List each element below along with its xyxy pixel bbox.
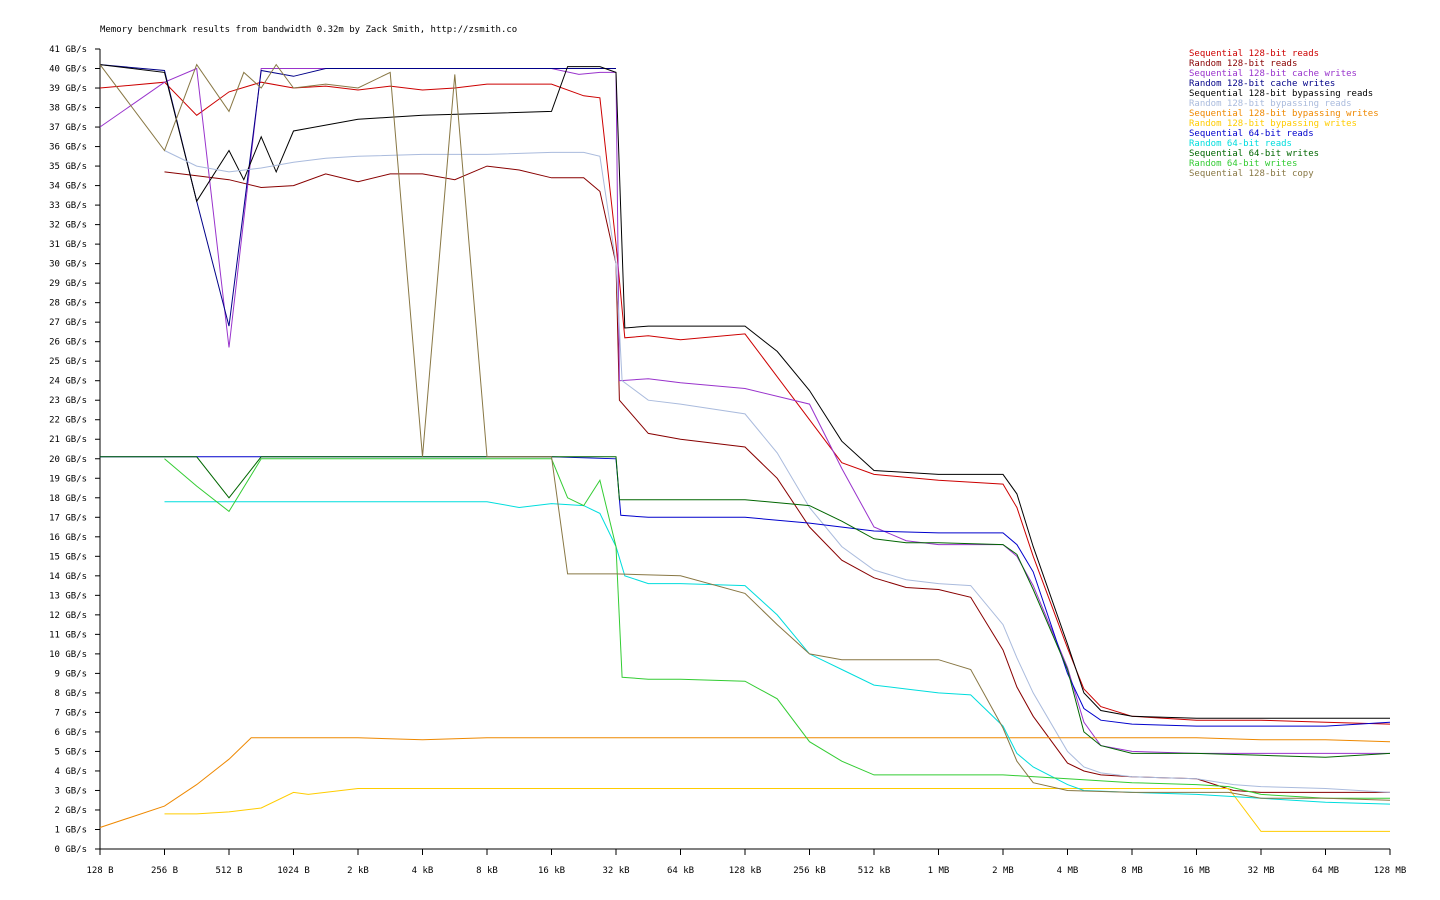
chart-title: Memory benchmark results from bandwidth … bbox=[100, 25, 517, 35]
series-line-3 bbox=[99, 64, 616, 327]
y-tick-label: 23 GB/s bbox=[49, 396, 87, 406]
y-tick-label: 31 GB/s bbox=[49, 240, 87, 250]
y-tick-label: 26 GB/s bbox=[49, 338, 87, 348]
y-tick-label: 29 GB/s bbox=[49, 279, 87, 289]
legend-entry: Sequential 64-bit reads bbox=[1189, 129, 1314, 139]
x-tick-label: 8 MB bbox=[1121, 866, 1143, 876]
legend-entry: Sequential 128-bit cache writes bbox=[1189, 69, 1357, 79]
y-tick-label: 36 GB/s bbox=[49, 143, 87, 153]
y-tick-label: 21 GB/s bbox=[49, 435, 87, 445]
y-tick-label: 15 GB/s bbox=[49, 552, 87, 562]
legend-entry: Random 64-bit writes bbox=[1189, 159, 1297, 169]
y-tick-label: 4 GB/s bbox=[54, 767, 87, 777]
x-tick-label: 64 kB bbox=[667, 866, 694, 876]
y-tick-label: 32 GB/s bbox=[49, 221, 87, 231]
legend-entry: Sequential 128-bit bypassing writes bbox=[1189, 109, 1379, 119]
series-line-0 bbox=[99, 81, 1391, 725]
x-tick-label: 16 kB bbox=[538, 866, 565, 876]
x-tick-label: 512 B bbox=[215, 866, 242, 876]
y-tick-label: 19 GB/s bbox=[49, 474, 87, 484]
x-tick-label: 2 kB bbox=[347, 866, 369, 876]
series-line-10 bbox=[100, 456, 1391, 758]
legend-entry: Random 128-bit reads bbox=[1189, 59, 1297, 69]
y-tick-label: 13 GB/s bbox=[49, 591, 87, 601]
x-tick-label: 32 kB bbox=[602, 866, 629, 876]
y-tick-label: 10 GB/s bbox=[49, 650, 87, 660]
y-tick-label: 33 GB/s bbox=[49, 201, 87, 211]
y-tick-label: 20 GB/s bbox=[49, 455, 87, 465]
legend-entry: Sequential 128-bit bypassing reads bbox=[1189, 89, 1373, 99]
x-tick-label: 64 MB bbox=[1312, 866, 1339, 876]
x-tick-label: 4 kB bbox=[412, 866, 434, 876]
y-tick-label: 37 GB/s bbox=[49, 123, 87, 133]
y-tick-label: 22 GB/s bbox=[49, 416, 87, 426]
y-tick-label: 3 GB/s bbox=[54, 786, 87, 796]
y-tick-label: 28 GB/s bbox=[49, 299, 87, 309]
legend-entry: Random 128-bit bypassing writes bbox=[1189, 119, 1357, 129]
x-tick-label: 128 MB bbox=[1374, 866, 1407, 876]
series-line-9 bbox=[164, 501, 1391, 805]
y-tick-label: 39 GB/s bbox=[49, 84, 87, 94]
y-tick-label: 24 GB/s bbox=[49, 377, 87, 387]
y-tick-label: 16 GB/s bbox=[49, 533, 87, 543]
y-tick-label: 8 GB/s bbox=[54, 689, 87, 699]
y-tick-label: 7 GB/s bbox=[54, 708, 87, 718]
y-tick-label: 11 GB/s bbox=[49, 630, 87, 640]
y-tick-label: 27 GB/s bbox=[49, 318, 87, 328]
y-tick-label: 2 GB/s bbox=[54, 806, 87, 816]
x-tick-label: 2 MB bbox=[992, 866, 1014, 876]
y-tick-label: 14 GB/s bbox=[49, 572, 87, 582]
legend-entry: Random 128-bit bypassing reads bbox=[1189, 99, 1352, 109]
y-tick-label: 35 GB/s bbox=[49, 162, 87, 172]
y-tick-label: 6 GB/s bbox=[54, 728, 87, 738]
y-tick-label: 38 GB/s bbox=[49, 104, 87, 114]
series-line-11 bbox=[164, 458, 1390, 799]
series-line-7 bbox=[164, 788, 1390, 832]
x-tick-label: 4 MB bbox=[1057, 866, 1079, 876]
x-tick-label: 256 B bbox=[151, 866, 178, 876]
x-tick-label: 128 B bbox=[86, 866, 113, 876]
y-tick-label: 40 GB/s bbox=[49, 65, 87, 75]
series-line-1 bbox=[164, 165, 1390, 793]
series-line-2 bbox=[99, 67, 1390, 754]
y-tick-label: 9 GB/s bbox=[54, 669, 87, 679]
legend-entry: Sequential 128-bit copy bbox=[1189, 169, 1314, 179]
legend-entry: Sequential 64-bit writes bbox=[1189, 149, 1319, 159]
series-line-12 bbox=[99, 63, 1391, 801]
y-tick-label: 12 GB/s bbox=[49, 611, 87, 621]
y-tick-label: 0 GB/s bbox=[54, 845, 87, 855]
legend-entry: Random 64-bit reads bbox=[1189, 139, 1292, 149]
x-tick-label: 1 MB bbox=[928, 866, 950, 876]
x-tick-label: 16 MB bbox=[1183, 866, 1210, 876]
series-line-5 bbox=[164, 150, 1391, 793]
y-tick-label: 34 GB/s bbox=[49, 182, 87, 192]
x-tick-label: 8 kB bbox=[476, 866, 498, 876]
y-tick-label: 18 GB/s bbox=[49, 494, 87, 504]
y-tick-label: 25 GB/s bbox=[49, 357, 87, 367]
y-tick-label: 30 GB/s bbox=[49, 260, 87, 270]
y-tick-label: 41 GB/s bbox=[49, 45, 87, 55]
x-tick-label: 256 kB bbox=[793, 866, 826, 876]
legend-entry: Sequential 128-bit reads bbox=[1189, 49, 1319, 59]
x-tick-label: 1024 B bbox=[277, 866, 310, 876]
y-tick-label: 1 GB/s bbox=[54, 825, 87, 835]
series-line-6 bbox=[99, 737, 1391, 828]
chart-axes: 0 GB/s 1 GB/s 2 GB/s 3 GB/s 4 GB/s 5 GB/s 6 GB… bbox=[49, 45, 1406, 876]
series-layer bbox=[99, 63, 1391, 832]
y-tick-label: 5 GB/s bbox=[54, 747, 87, 757]
x-tick-label: 128 kB bbox=[729, 866, 762, 876]
legend-entry: Random 128-bit cache writes bbox=[1189, 79, 1335, 89]
series-line-8 bbox=[100, 456, 1391, 727]
x-tick-label: 32 MB bbox=[1247, 866, 1274, 876]
x-tick-label: 512 kB bbox=[858, 866, 891, 876]
y-tick-label: 17 GB/s bbox=[49, 513, 87, 523]
